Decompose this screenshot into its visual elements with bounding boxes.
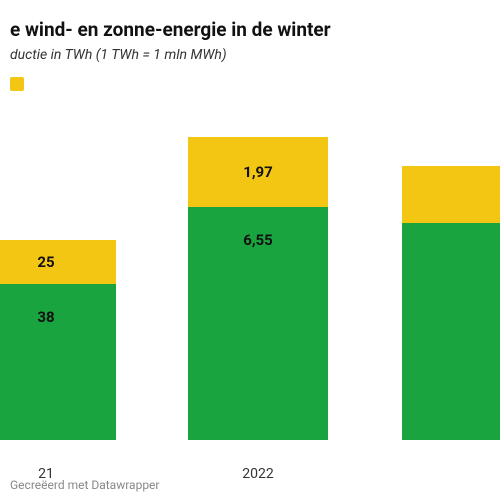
chart-area: 2538 1,976,55 — [0, 120, 500, 440]
bar-segment-bottom: 38 — [0, 284, 116, 440]
bar-column: 2538 — [0, 120, 116, 440]
stacked-bar: 1,976,55 — [188, 137, 328, 440]
bar-column — [402, 120, 500, 440]
bars: 2538 1,976,55 — [0, 120, 500, 440]
stacked-bar — [402, 166, 500, 440]
legend-swatch — [10, 77, 24, 91]
bar-segment-top — [402, 166, 500, 223]
legend — [0, 77, 500, 91]
chart-container: e wind- en zonne-energie in de winter du… — [0, 0, 500, 500]
chart-title: e wind- en zonne-energie in de winter — [0, 18, 500, 41]
stacked-bar: 2538 — [0, 240, 116, 440]
bar-segment-top: 1,97 — [188, 137, 328, 207]
bar-segment-bottom: 6,55 — [188, 207, 328, 440]
bar-segment-top: 25 — [0, 240, 116, 284]
legend-item — [10, 77, 30, 91]
bar-segment-bottom — [402, 223, 500, 440]
bar-column: 1,976,55 — [188, 120, 328, 440]
chart-subtitle: ductie in TWh (1 TWh = 1 mln MWh) — [0, 47, 500, 63]
x-tick-label: 2022 — [188, 466, 328, 482]
chart-footer: Gecreëerd met Datawrapper — [10, 478, 160, 492]
